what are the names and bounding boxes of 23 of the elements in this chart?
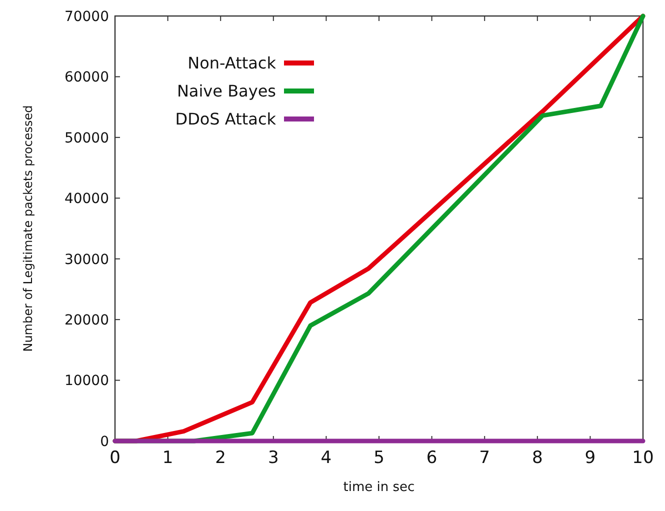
y-tick-label: 0: [100, 434, 109, 450]
y-tick-label: 70000: [64, 8, 109, 25]
x-tick-label: 9: [584, 448, 596, 468]
x-tick-label: 10: [632, 448, 654, 468]
x-tick-label: 8: [532, 448, 543, 468]
y-tick-label: 40000: [64, 191, 109, 208]
x-axis-title: time in sec: [343, 480, 415, 495]
y-tick-label: 50000: [64, 130, 109, 146]
y-tick-label: 20000: [64, 312, 109, 328]
x-tick-label: 3: [268, 448, 279, 468]
y-axis-title: Number of Legitimate packets processed: [21, 105, 35, 352]
y-tick-label: 30000: [64, 252, 109, 268]
y-tick-label: 10000: [64, 373, 109, 390]
x-tick-label: 5: [374, 448, 384, 468]
x-tick-label: 2: [215, 448, 226, 468]
y-tick-label: 60000: [64, 70, 109, 86]
x-tick-label: 4: [320, 448, 332, 468]
legend-label: Non-Attack: [188, 54, 277, 73]
legend-label: DDoS Attack: [175, 110, 277, 129]
legend-label: Naive Bayes: [176, 82, 276, 101]
x-tick-label: 6: [426, 448, 438, 468]
x-tick-label: 7: [479, 448, 490, 468]
x-tick-label: 1: [162, 448, 174, 468]
